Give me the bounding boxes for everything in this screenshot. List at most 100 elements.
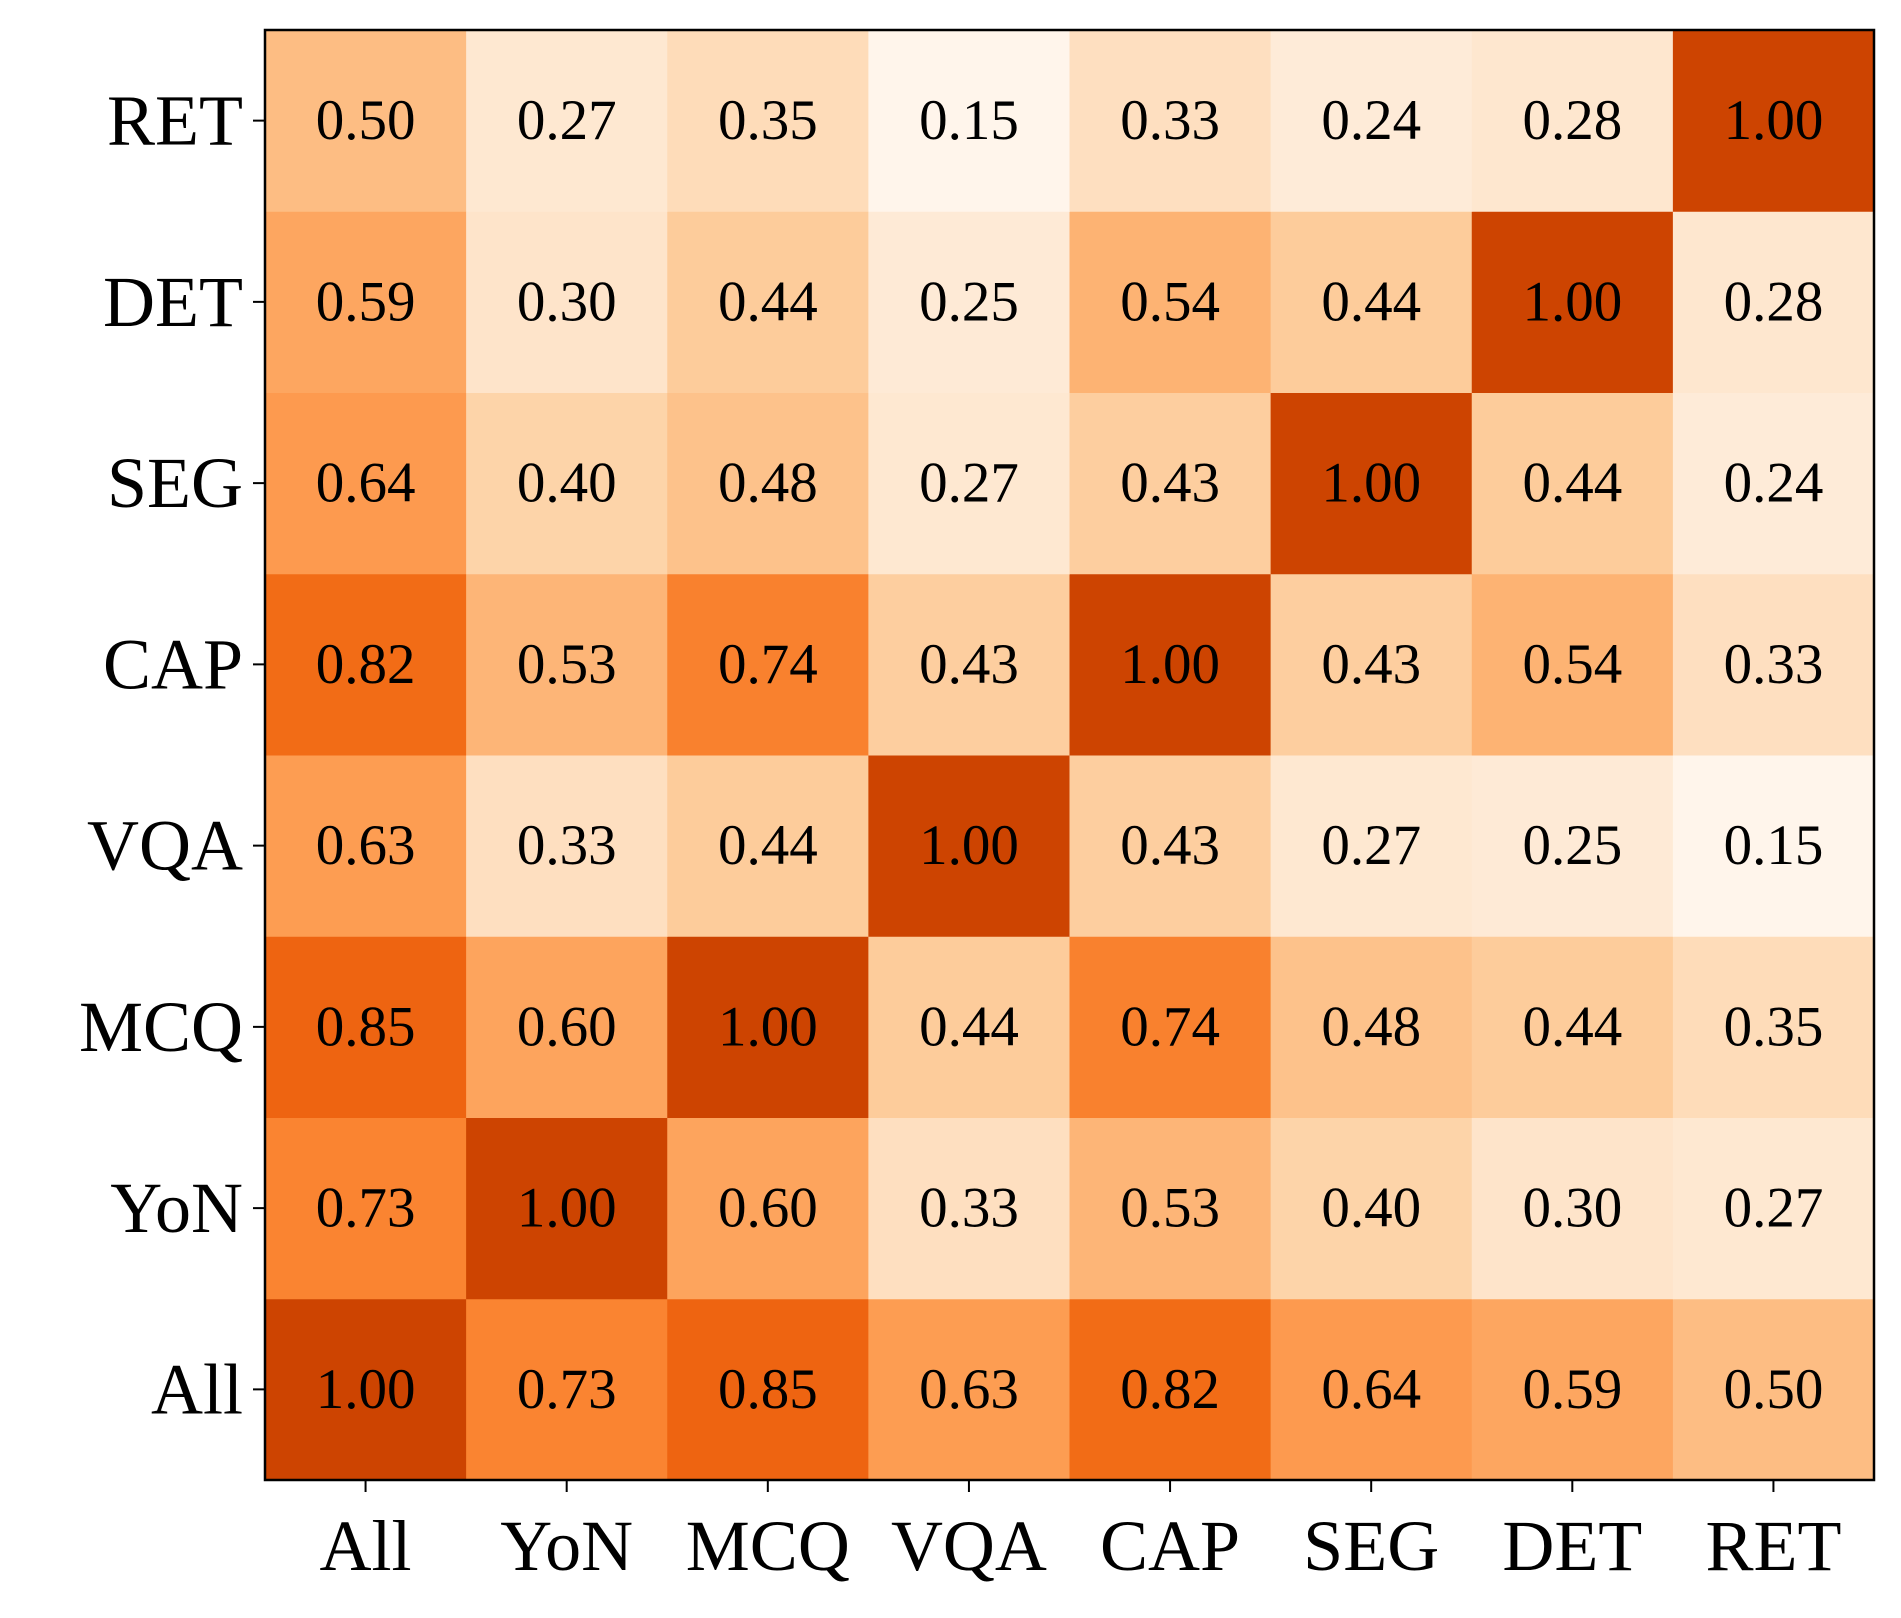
cell-label: 0.53: [1120, 1177, 1220, 1240]
cell-label: 0.28: [1522, 89, 1622, 152]
cell-label: 0.35: [718, 89, 818, 152]
heatmap-cell: [1672, 30, 1875, 212]
heatmap-cell: [466, 392, 668, 575]
heatmap-cell: [1270, 755, 1473, 937]
cell-label: 1.00: [1522, 270, 1622, 333]
cell-label: 0.30: [1522, 1177, 1622, 1240]
heatmap-cell: [868, 211, 1070, 393]
cell-label: 0.85: [316, 995, 416, 1058]
heatmap-cell: [667, 1117, 869, 1300]
cell-label: 0.24: [1724, 452, 1824, 515]
cell-label: 0.24: [1321, 89, 1421, 152]
heatmap-cell: [265, 30, 467, 212]
cell-label: 0.27: [517, 89, 617, 152]
heatmap-cell: [1471, 392, 1674, 575]
heatmap-cell: [466, 936, 668, 1118]
cell-label: 0.43: [919, 633, 1019, 696]
heatmap-cell: [466, 211, 668, 393]
cell-label: 0.40: [1321, 1177, 1421, 1240]
heatmap-cell: [1069, 211, 1272, 393]
cell-label: 0.59: [316, 270, 416, 333]
heatmap-cell: [1471, 211, 1674, 393]
y-tick-label: CAP: [103, 624, 243, 704]
cell-label: 0.44: [919, 995, 1019, 1058]
cell-label: 0.15: [919, 89, 1019, 152]
heatmap-cell: [868, 30, 1070, 212]
heatmap-cell: [1069, 573, 1272, 756]
cell-label: 0.44: [1522, 995, 1622, 1058]
heatmap-cell: [667, 573, 869, 756]
cell-label: 0.48: [718, 452, 818, 515]
cell-label: 1.00: [316, 1358, 416, 1421]
cell-label: 1.00: [517, 1177, 617, 1240]
heatmap-cell: [1270, 30, 1473, 212]
heatmap-cell: [1270, 936, 1473, 1118]
cell-label: 0.73: [316, 1177, 416, 1240]
cell-label: 0.43: [1120, 814, 1220, 877]
heatmap-cell: [466, 30, 668, 212]
plot-frame: [263, 28, 1876, 1482]
x-tick-label: CAP: [1100, 1506, 1240, 1586]
heatmap-cell: [1672, 936, 1875, 1118]
y-tick-label: MCQ: [79, 987, 243, 1067]
heatmap-cell: [1471, 573, 1674, 756]
heatmap-cell: [466, 1117, 668, 1300]
y-tick-label: SEG: [107, 443, 243, 523]
heatmap-cell: [1270, 1117, 1473, 1300]
cell-label: 0.74: [1120, 995, 1220, 1058]
heatmap-cell: [265, 573, 467, 756]
cell-label: 0.33: [919, 1177, 1019, 1240]
heatmap-cell: [1069, 1298, 1272, 1481]
heatmap-cell: [667, 30, 869, 212]
cell-label: 0.27: [1321, 814, 1421, 877]
cell-label: 0.43: [1120, 452, 1220, 515]
cell-label: 0.63: [316, 814, 416, 877]
heatmap-cell: [265, 936, 467, 1118]
cell-label: 0.35: [1724, 995, 1824, 1058]
cell-label: 0.73: [517, 1358, 617, 1421]
heatmap-cell: [1471, 30, 1674, 212]
cell-label: 0.63: [919, 1358, 1019, 1421]
cell-label: 0.25: [1522, 814, 1622, 877]
cell-label: 0.43: [1321, 633, 1421, 696]
cell-label: 0.33: [1724, 633, 1824, 696]
cell-label: 0.60: [517, 995, 617, 1058]
cell-label: 0.64: [1321, 1358, 1421, 1421]
cell-label: 1.00: [1321, 452, 1421, 515]
y-tick-label: YoN: [110, 1168, 243, 1248]
cell-label: 0.28: [1724, 270, 1824, 333]
cell-label: 0.44: [718, 814, 818, 877]
heatmap-cell: [1471, 1298, 1674, 1481]
heatmap-cell: [1471, 936, 1674, 1118]
cell-label: 0.44: [1522, 452, 1622, 515]
heatmap-cell: [868, 1298, 1070, 1481]
heatmap-cell: [1069, 392, 1272, 575]
heatmap-cell: [667, 392, 869, 575]
heatmap-cell: [868, 392, 1070, 575]
cell-label: 0.27: [1724, 1177, 1824, 1240]
x-tick-label: VQA: [891, 1506, 1047, 1586]
cell-label: 0.30: [517, 270, 617, 333]
heatmap-cell: [1069, 1117, 1272, 1300]
heatmap-cell: [868, 755, 1070, 937]
heatmap-cell: [1069, 755, 1272, 937]
heatmap-cell: [1471, 755, 1674, 937]
y-tick-label: RET: [107, 81, 243, 161]
cell-label: 0.27: [919, 452, 1019, 515]
heatmap-cell: [1069, 936, 1272, 1118]
cell-label: 0.50: [1724, 1358, 1824, 1421]
cell-label: 1.00: [1724, 89, 1824, 152]
heatmap-cell: [265, 1298, 467, 1481]
cell-label: 0.44: [1321, 270, 1421, 333]
cell-label: 0.54: [1522, 633, 1622, 696]
cell-label: 0.59: [1522, 1358, 1622, 1421]
cell-label: 0.82: [1120, 1358, 1220, 1421]
heatmap-cell: [1672, 1298, 1875, 1481]
y-tick-label: DET: [103, 262, 243, 342]
x-tick-label: All: [320, 1506, 412, 1586]
heatmap-cell: [1471, 1117, 1674, 1300]
heatmap-cell: [1672, 1117, 1875, 1300]
cell-label: 0.33: [1120, 89, 1220, 152]
heatmap-cell: [265, 392, 467, 575]
